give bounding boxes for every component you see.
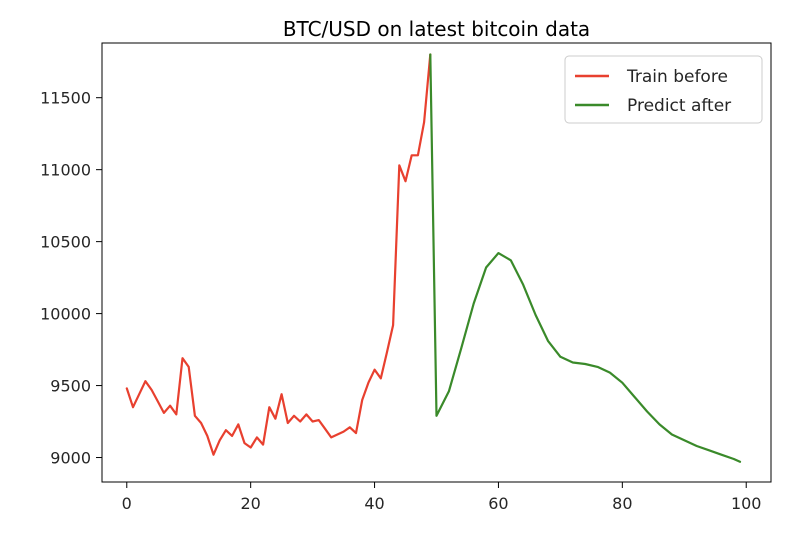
- series-line-1: [429, 53, 742, 463]
- plot-frame: [101, 42, 772, 483]
- x-tick-label: 20: [240, 494, 260, 513]
- legend: Train before Predict after: [564, 55, 763, 124]
- series-line-0: [125, 53, 432, 456]
- y-tick-label: 11500: [40, 89, 91, 108]
- x-axis: 0 20 40 60 80 100: [122, 482, 762, 513]
- y-axis: 9000 9500 10000 10500 11000 11500: [40, 89, 102, 468]
- y-tick-label: 10000: [40, 305, 91, 324]
- y-tick-label: 10500: [40, 233, 91, 252]
- y-tick-label: 11000: [40, 161, 91, 180]
- x-tick-label: 80: [612, 494, 632, 513]
- series-layer: [125, 53, 742, 463]
- x-tick-label: 40: [364, 494, 384, 513]
- chart-title: BTC/USD on latest bitcoin data: [283, 17, 590, 41]
- x-tick-label: 0: [122, 494, 132, 513]
- legend-label-1: Predict after: [627, 96, 731, 116]
- legend-label-0: Train before: [626, 67, 728, 87]
- x-tick-label: 60: [488, 494, 508, 513]
- legend-box: [564, 55, 763, 124]
- y-tick-label: 9500: [50, 377, 91, 396]
- y-tick-label: 9000: [50, 449, 91, 468]
- x-tick-label: 100: [731, 494, 762, 513]
